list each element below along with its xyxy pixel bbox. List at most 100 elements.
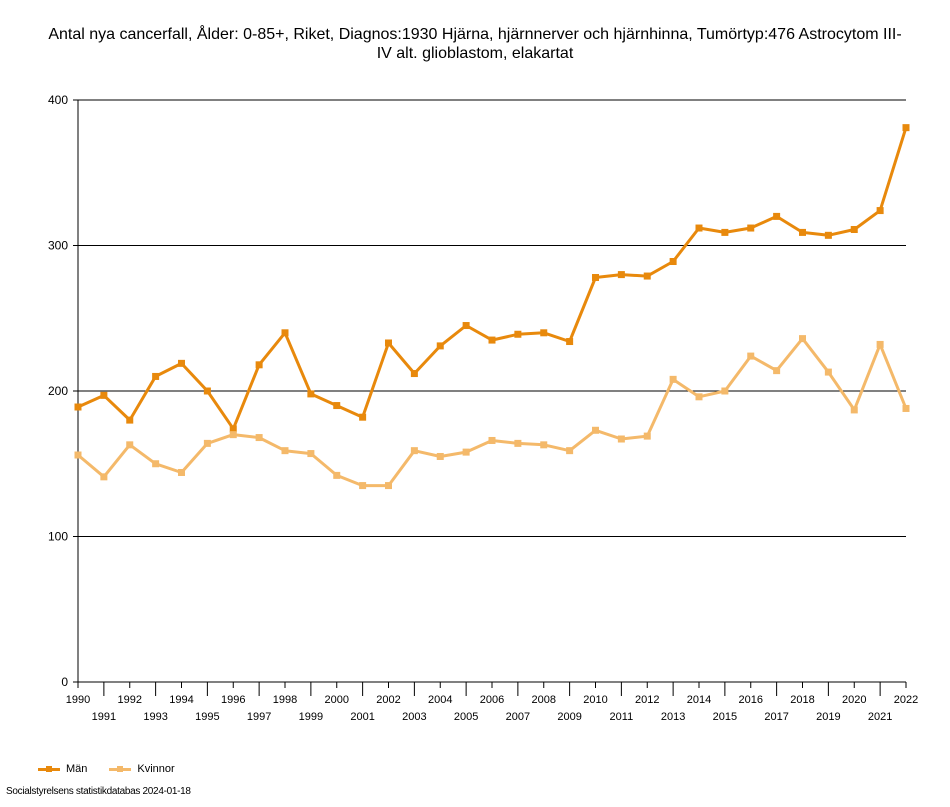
y-tick-label-100: 100: [48, 530, 68, 544]
data-point-man-2003[interactable]: [410, 370, 418, 378]
x-tick-label-1994: 1994: [169, 694, 193, 706]
data-point-man-2009[interactable]: [566, 338, 574, 346]
x-tick-label-2014: 2014: [687, 694, 711, 706]
data-point-kvinnor-2018[interactable]: [799, 335, 806, 343]
data-point-kvinnor-2004[interactable]: [436, 452, 444, 460]
data-point-man-2004[interactable]: [436, 342, 444, 350]
data-point-man-2020[interactable]: [850, 225, 858, 233]
chart-title-line-2: IV alt. glioblastom, elakartat: [376, 45, 574, 62]
data-point-man-1991[interactable]: [100, 391, 108, 399]
data-point-man-2019[interactable]: [824, 231, 832, 239]
data-point-man-2015[interactable]: [721, 228, 729, 236]
x-tick-label-1995: 1995: [195, 711, 219, 723]
x-tick-label-2011: 2011: [610, 711, 634, 723]
data-point-man-2013[interactable]: [669, 258, 677, 266]
data-point-kvinnor-1992[interactable]: [126, 441, 134, 449]
data-point-kvinnor-2000[interactable]: [333, 471, 341, 479]
data-point-kvinnor-1995[interactable]: [203, 439, 211, 447]
y-axis-ticks: 0 100 200 300 400: [48, 93, 78, 689]
data-point-kvinnor-1997[interactable]: [255, 434, 263, 442]
data-point-man-2000[interactable]: [333, 402, 341, 410]
data-point-man-2021[interactable]: [876, 207, 884, 215]
data-point-man-2005[interactable]: [462, 322, 470, 330]
data-point-kvinnor-2016[interactable]: [747, 352, 755, 360]
x-tick-label-2008: 2008: [532, 694, 556, 706]
data-point-kvinnor-2010[interactable]: [592, 426, 599, 434]
data-point-man-1995[interactable]: [203, 387, 211, 395]
data-point-man-1998[interactable]: [281, 329, 289, 337]
data-point-man-2001[interactable]: [359, 413, 367, 421]
data-point-man-2014[interactable]: [695, 224, 703, 232]
data-point-kvinnor-2014[interactable]: [695, 393, 703, 401]
x-tick-label-2019: 2019: [816, 711, 840, 723]
gridlines: [78, 99, 906, 537]
x-tick-label-2007: 2007: [506, 711, 530, 723]
chart-title-line-1: Antal nya cancerfall, Ålder: 0-85+, Rike…: [48, 26, 902, 43]
x-tick-label-2018: 2018: [790, 694, 814, 706]
data-point-kvinnor-2013[interactable]: [669, 375, 677, 383]
data-point-kvinnor-2001[interactable]: [359, 482, 367, 490]
data-point-kvinnor-2017[interactable]: [773, 367, 781, 375]
data-point-kvinnor-2003[interactable]: [410, 447, 418, 455]
data-point-man-1994[interactable]: [178, 359, 185, 367]
data-point-kvinnor-2020[interactable]: [850, 406, 858, 414]
data-point-kvinnor-1999[interactable]: [307, 450, 315, 458]
x-tick-label-1999: 1999: [299, 711, 323, 723]
data-point-kvinnor-1991[interactable]: [100, 473, 108, 481]
data-point-kvinnor-1996[interactable]: [229, 431, 237, 439]
data-point-man-2018[interactable]: [799, 228, 806, 236]
data-point-man-2012[interactable]: [643, 272, 651, 280]
data-point-man-2006[interactable]: [488, 336, 496, 344]
x-tick-label-2012: 2012: [635, 694, 659, 706]
data-point-man-2008[interactable]: [540, 329, 548, 337]
data-point-kvinnor-2007[interactable]: [514, 439, 522, 447]
data-point-kvinnor-2012[interactable]: [643, 432, 651, 440]
x-tick-label-2003: 2003: [402, 711, 426, 723]
data-point-kvinnor-2015[interactable]: [721, 387, 729, 395]
y-tick-label-200: 200: [48, 384, 68, 398]
y-tick-label-400: 400: [48, 93, 68, 107]
data-point-man-2022[interactable]: [902, 124, 910, 132]
x-tick-label-2016: 2016: [739, 694, 763, 706]
data-point-man-2017[interactable]: [773, 212, 781, 220]
data-point-man-1996[interactable]: [229, 425, 237, 433]
legend-item-man[interactable]: Män: [38, 763, 87, 775]
legend-item-kvinnor[interactable]: Kvinnor: [109, 763, 175, 775]
data-point-kvinnor-1994[interactable]: [178, 468, 185, 476]
data-point-kvinnor-2002[interactable]: [385, 482, 392, 490]
data-point-kvinnor-2022[interactable]: [902, 404, 910, 412]
x-tick-label-1993: 1993: [143, 711, 167, 723]
data-point-man-2011[interactable]: [617, 271, 625, 279]
data-point-man-1999[interactable]: [307, 390, 315, 398]
y-tick-label-300: 300: [48, 239, 68, 253]
data-point-kvinnor-2005[interactable]: [462, 448, 470, 456]
x-tick-label-2006: 2006: [480, 694, 504, 706]
data-point-man-1992[interactable]: [126, 416, 134, 424]
data-point-kvinnor-2006[interactable]: [488, 436, 496, 444]
data-point-kvinnor-2021[interactable]: [876, 340, 884, 348]
data-point-kvinnor-2009[interactable]: [566, 447, 574, 455]
data-point-man-2010[interactable]: [592, 274, 599, 282]
data-point-man-2002[interactable]: [385, 339, 392, 347]
x-tick-label-2005: 2005: [454, 711, 478, 723]
data-point-man-2007[interactable]: [514, 330, 522, 338]
data-point-kvinnor-2008[interactable]: [540, 441, 548, 449]
x-tick-label-1991: 1991: [92, 711, 116, 723]
data-point-man-1997[interactable]: [255, 361, 263, 369]
y-tick-label-0: 0: [61, 675, 68, 689]
data-point-kvinnor-1993[interactable]: [152, 460, 160, 468]
data-point-kvinnor-1990[interactable]: [74, 451, 82, 459]
data-point-kvinnor-2019[interactable]: [824, 368, 832, 376]
x-tick-label-1997: 1997: [247, 711, 271, 723]
data-point-man-2016[interactable]: [747, 224, 755, 232]
data-point-kvinnor-1998[interactable]: [281, 447, 289, 455]
x-tick-label-2000: 2000: [325, 694, 349, 706]
x-tick-label-2015: 2015: [713, 711, 737, 723]
data-point-man-1990[interactable]: [74, 403, 82, 411]
chart-title: Antal nya cancerfall, Ålder: 0-85+, Rike…: [20, 25, 930, 63]
data-point-kvinnor-2011[interactable]: [617, 435, 625, 443]
data-point-man-1993[interactable]: [152, 372, 160, 380]
x-tick-label-2017: 2017: [764, 711, 788, 723]
legend-label-man: Män: [66, 763, 88, 775]
x-tick-label-2004: 2004: [428, 694, 452, 706]
